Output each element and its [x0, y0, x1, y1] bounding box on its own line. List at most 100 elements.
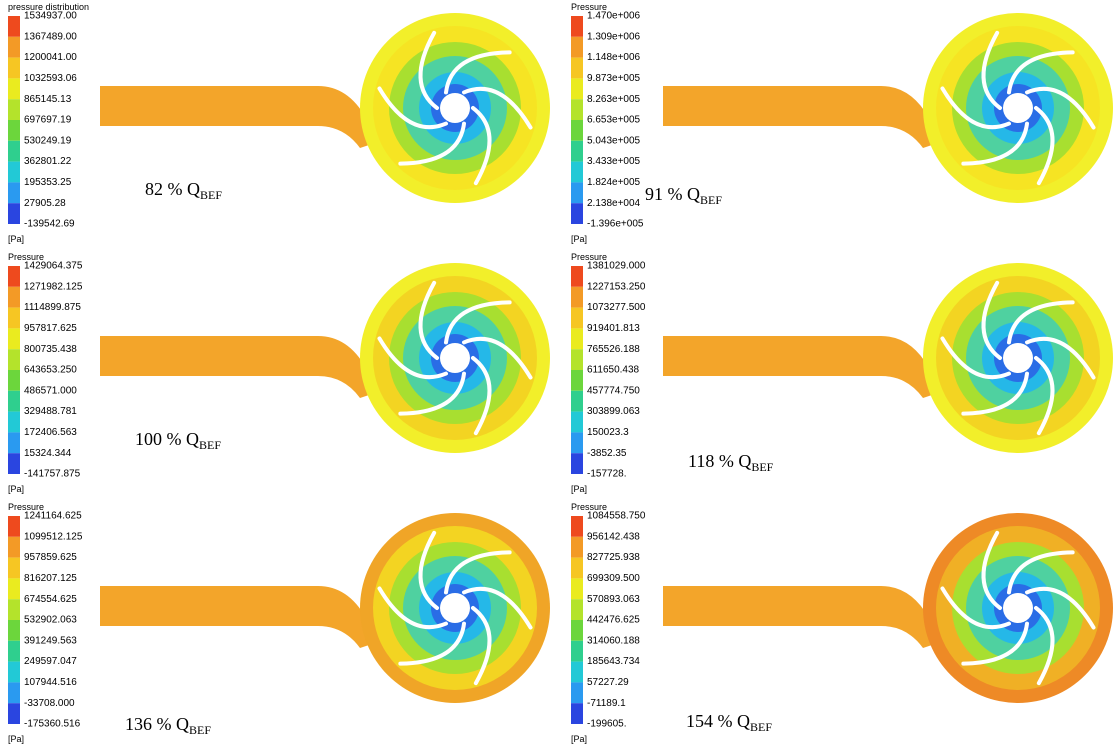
legend-level: 172406.563	[24, 427, 77, 438]
legend-level: 6.653e+005	[587, 115, 641, 126]
legend-level: 1271982.125	[24, 281, 83, 292]
flow-label: 82 % QBEF	[145, 179, 222, 202]
legend-band	[571, 16, 583, 37]
hub	[1003, 343, 1033, 373]
legend-level: 1.824e+005	[587, 177, 641, 188]
legend-level: 919401.813	[587, 323, 640, 334]
legend-level: 249597.047	[24, 656, 77, 667]
legend-level: 765526.188	[587, 344, 640, 355]
panel: pressure distribution1534937.001367489.0…	[8, 2, 550, 244]
legend-level: -157728.	[587, 469, 626, 480]
legend-level: 1084558.750	[587, 511, 646, 522]
legend-level: 1073277.500	[587, 302, 646, 313]
legend-level: 800735.438	[24, 344, 77, 355]
legend-level: -1.396e+005	[587, 219, 644, 230]
legend-level: 107944.516	[24, 677, 77, 688]
legend-level: 865145.13	[24, 94, 72, 105]
legend-band	[8, 182, 20, 203]
legend-level: 3.433e+005	[587, 156, 641, 167]
inlet-pipe	[100, 86, 378, 148]
legend-band	[571, 349, 583, 370]
hub	[440, 593, 470, 623]
legend-band	[8, 578, 20, 599]
legend-band	[8, 432, 20, 453]
inlet-pipe	[663, 336, 941, 398]
flow-subscript: BEF	[750, 720, 772, 734]
legend-level: 1099512.125	[24, 531, 83, 542]
legend-band	[8, 99, 20, 120]
flow-label: 154 % QBEF	[686, 711, 772, 734]
legend-unit: [Pa]	[8, 484, 24, 494]
legend-band	[8, 537, 20, 558]
legend-band	[8, 412, 20, 433]
flow-value: 118 % Q	[688, 451, 751, 471]
legend-level: -33708.000	[24, 698, 75, 709]
panel: Pressure1381029.0001227153.2501073277.50…	[571, 252, 1113, 494]
legend-band	[571, 120, 583, 141]
legend-level: 329488.781	[24, 406, 77, 417]
inlet-pipe	[663, 586, 941, 648]
legend-band	[8, 516, 20, 537]
flow-value: 136 % Q	[125, 714, 189, 734]
legend-level: 27905.28	[24, 198, 66, 209]
legend-level: 570893.063	[587, 594, 640, 605]
legend-unit: [Pa]	[8, 234, 24, 244]
legend-band	[571, 578, 583, 599]
flow-label: 136 % QBEF	[125, 714, 211, 737]
legend-band	[571, 662, 583, 683]
panel: Pressure1241164.6251099512.125957859.625…	[8, 502, 550, 744]
legend-band	[8, 141, 20, 162]
legend-level: 185643.734	[587, 656, 640, 667]
legend-band	[8, 662, 20, 683]
legend-unit: [Pa]	[8, 734, 24, 744]
legend-level: 362801.22	[24, 156, 72, 167]
legend-level: 699309.500	[587, 573, 640, 584]
legend-band	[571, 141, 583, 162]
legend-band	[8, 391, 20, 412]
legend-level: 442476.625	[587, 615, 640, 626]
legend-band	[8, 266, 20, 287]
figure: pressure distribution1534937.001367489.0…	[0, 0, 1116, 748]
legend-band	[571, 182, 583, 203]
legend-band	[571, 162, 583, 183]
panel: Pressure1084558.750956142.438827725.9386…	[571, 502, 1113, 744]
legend-band	[571, 537, 583, 558]
legend-band	[8, 37, 20, 58]
legend-band	[8, 287, 20, 308]
legend-level: 457774.750	[587, 385, 640, 396]
legend-level: 1.470e+006	[587, 11, 641, 22]
legend-level: 957859.625	[24, 552, 77, 563]
legend-level: 1032593.06	[24, 73, 77, 84]
legend-band	[8, 308, 20, 329]
flow-subscript: BEF	[700, 193, 722, 207]
legend-unit: [Pa]	[571, 234, 587, 244]
legend-band	[8, 120, 20, 141]
flow-label: 91 % QBEF	[645, 184, 722, 207]
legend-level: 1429064.375	[24, 261, 83, 272]
legend-level: 1367489.00	[24, 31, 77, 42]
legend-band	[571, 453, 583, 474]
legend-level: 1200041.00	[24, 52, 77, 63]
legend-band	[571, 641, 583, 662]
legend-band	[571, 370, 583, 391]
legend-level: -71189.1	[587, 698, 626, 709]
legend-level: 816207.125	[24, 573, 77, 584]
legend-band	[571, 203, 583, 224]
legend-level: 957817.625	[24, 323, 77, 334]
legend-band	[571, 308, 583, 329]
legend-level: 9.873e+005	[587, 73, 641, 84]
flow-value: 154 % Q	[686, 711, 750, 731]
legend-band	[571, 620, 583, 641]
legend-level: -139542.69	[24, 219, 75, 230]
flow-subscript: BEF	[199, 438, 221, 452]
legend-band	[8, 599, 20, 620]
legend-level: -141757.875	[24, 469, 81, 480]
legend-band	[8, 328, 20, 349]
flow-subscript: BEF	[751, 460, 773, 474]
legend-band	[571, 287, 583, 308]
legend-level: 1227153.250	[587, 281, 646, 292]
legend-band	[8, 349, 20, 370]
legend-level: 1114899.875	[24, 302, 81, 313]
legend-level: 314060.188	[587, 635, 640, 646]
legend-level: 303899.063	[587, 406, 640, 417]
